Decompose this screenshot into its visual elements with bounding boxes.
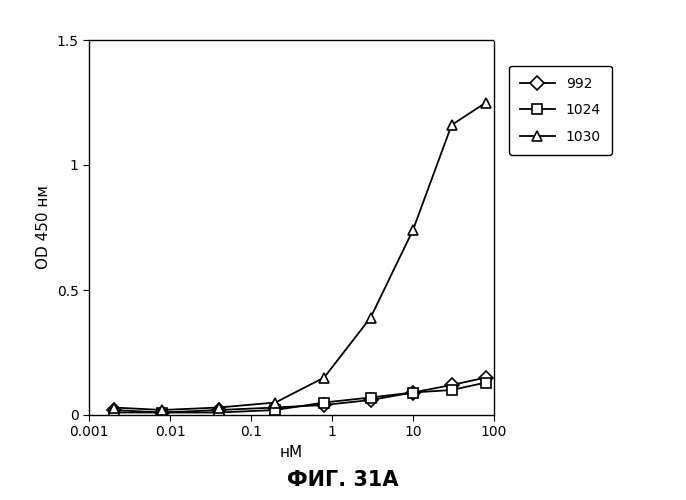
Y-axis label: OD 450 нм: OD 450 нм [36,186,51,270]
992 [158,410,167,416]
1024 [320,400,329,406]
1024 [215,410,223,416]
992 [320,402,329,408]
1024 [366,394,375,400]
992 [110,407,118,413]
992 [447,382,456,388]
Line: 1030: 1030 [108,98,491,415]
1030 [158,407,167,413]
Line: 992: 992 [108,372,491,418]
1030 [110,404,118,410]
1024 [482,380,490,386]
1030 [272,400,280,406]
1024 [447,387,456,393]
1024 [158,410,167,416]
992 [272,404,280,410]
X-axis label: нМ: нМ [280,445,303,460]
Legend: 992, 1024, 1030: 992, 1024, 1030 [509,66,612,155]
992 [409,390,417,396]
1030 [482,100,490,105]
992 [366,397,375,403]
992 [215,407,223,413]
1030 [320,374,329,380]
1024 [110,410,118,416]
1030 [447,122,456,128]
1030 [409,227,417,233]
1024 [409,390,417,396]
1024 [272,407,280,413]
1030 [366,314,375,320]
Text: ФИГ. 31А: ФИГ. 31А [287,470,399,490]
992 [482,374,490,380]
Line: 1024: 1024 [108,378,491,418]
1030 [215,404,223,410]
